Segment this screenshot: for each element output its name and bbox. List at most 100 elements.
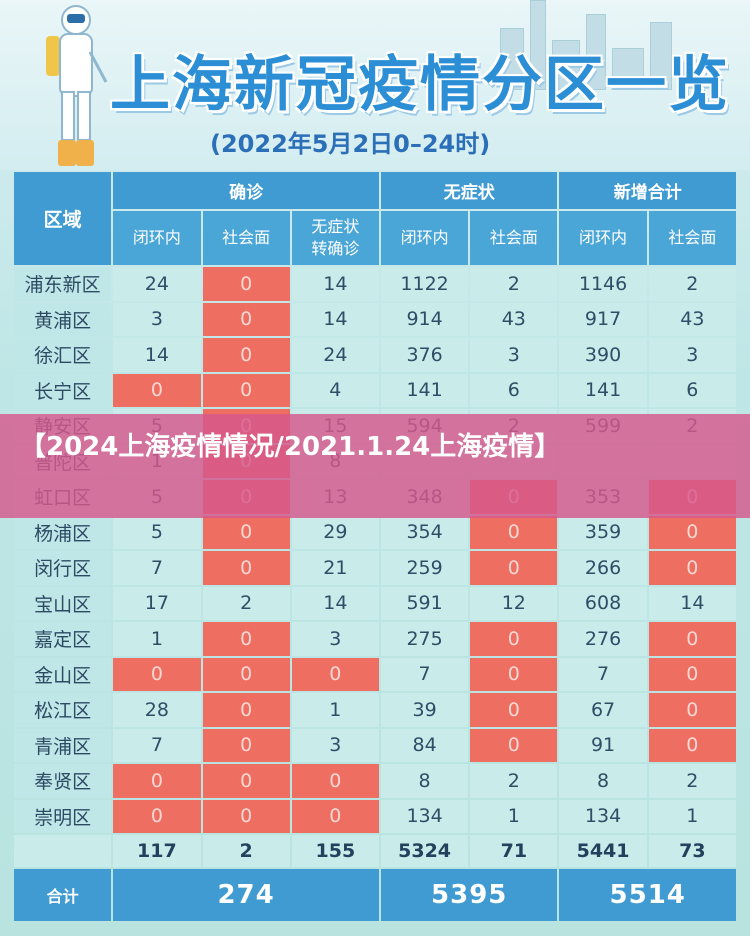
subtotal-cell: 2 <box>202 835 290 867</box>
value-cell: 0 <box>202 302 290 336</box>
value-cell: 0 <box>470 657 558 691</box>
subtotal-cell: 117 <box>113 835 201 867</box>
value-cell: 0 <box>113 799 201 833</box>
value-cell: 2 <box>470 267 558 301</box>
value-cell: 14 <box>291 586 379 620</box>
value-cell: 0 <box>202 267 290 301</box>
table-row: 浦东新区 24 0 14 1122 2 1146 2 <box>14 267 736 301</box>
value-cell: 0 <box>648 728 736 762</box>
value-cell: 608 <box>559 586 647 620</box>
district-name: 浦东新区 <box>14 267 112 301</box>
grand-total-value: 5395 <box>380 869 558 921</box>
value-cell: 14 <box>291 302 379 336</box>
value-cell: 1 <box>648 799 736 833</box>
subheader-cell: 无症状转确诊 <box>291 211 379 265</box>
value-cell: 2 <box>470 764 558 798</box>
value-cell: 8 <box>380 764 469 798</box>
value-cell: 0 <box>113 657 201 691</box>
subtotal-row: 117 2 155 5324 71 5441 73 <box>14 835 736 867</box>
district-name: 青浦区 <box>14 728 112 762</box>
value-cell: 0 <box>648 657 736 691</box>
value-cell: 0 <box>202 515 290 549</box>
value-cell: 141 <box>380 373 469 407</box>
value-cell: 39 <box>380 693 469 727</box>
value-cell: 0 <box>648 551 736 585</box>
value-cell: 0 <box>648 693 736 727</box>
value-cell: 1122 <box>380 267 469 301</box>
value-cell: 275 <box>380 622 469 656</box>
value-cell: 0 <box>291 764 379 798</box>
report-date: (2022年5月2日0–24时) <box>210 130 491 158</box>
value-cell: 7 <box>559 657 647 691</box>
table-row: 青浦区 7 0 3 84 0 91 0 <box>14 728 736 762</box>
subheader-cell: 闭环内 <box>559 211 647 265</box>
value-cell: 1 <box>291 693 379 727</box>
value-cell: 276 <box>559 622 647 656</box>
district-name: 黄浦区 <box>14 302 112 336</box>
district-name: 闵行区 <box>14 551 112 585</box>
subheader-cell: 闭环内 <box>380 211 469 265</box>
value-cell: 0 <box>202 657 290 691</box>
subtotal-cell: 5324 <box>380 835 469 867</box>
value-cell: 0 <box>113 373 201 407</box>
value-cell: 14 <box>113 338 201 372</box>
city-skyline-illustration <box>490 0 690 90</box>
value-cell: 2 <box>648 267 736 301</box>
value-cell: 0 <box>470 728 558 762</box>
medical-worker-illustration <box>46 5 108 166</box>
value-cell: 1 <box>470 799 558 833</box>
district-name: 宝山区 <box>14 586 112 620</box>
value-cell: 0 <box>202 551 290 585</box>
value-cell: 0 <box>291 657 379 691</box>
subtotal-cell: 71 <box>470 835 558 867</box>
district-name: 嘉定区 <box>14 622 112 656</box>
value-cell: 0 <box>202 338 290 372</box>
value-cell: 0 <box>202 693 290 727</box>
subtotal-label-cell <box>14 835 112 867</box>
subtotal-cell: 155 <box>291 835 379 867</box>
table-row: 宝山区 17 2 14 591 12 608 14 <box>14 586 736 620</box>
value-cell: 1 <box>113 622 201 656</box>
district-name: 奉贤区 <box>14 764 112 798</box>
value-cell: 354 <box>380 515 469 549</box>
value-cell: 3 <box>113 302 201 336</box>
value-cell: 0 <box>470 551 558 585</box>
group-header-new-total: 新增合计 <box>559 172 736 209</box>
value-cell: 1146 <box>559 267 647 301</box>
district-name: 徐汇区 <box>14 338 112 372</box>
value-cell: 12 <box>470 586 558 620</box>
value-cell: 84 <box>380 728 469 762</box>
value-cell: 266 <box>559 551 647 585</box>
table-row: 杨浦区 5 0 29 354 0 359 0 <box>14 515 736 549</box>
district-name: 松江区 <box>14 693 112 727</box>
table-row: 徐汇区 14 0 24 376 3 390 3 <box>14 338 736 372</box>
value-cell: 3 <box>291 728 379 762</box>
value-cell: 43 <box>648 302 736 336</box>
table-row: 崇明区 0 0 0 134 1 134 1 <box>14 799 736 833</box>
value-cell: 7 <box>113 551 201 585</box>
subtotal-cell: 5441 <box>559 835 647 867</box>
value-cell: 3 <box>648 338 736 372</box>
district-name: 长宁区 <box>14 373 112 407</box>
value-cell: 2 <box>648 764 736 798</box>
value-cell: 591 <box>380 586 469 620</box>
value-cell: 2 <box>202 586 290 620</box>
grand-total-row: 合计 274 5395 5514 <box>14 869 736 921</box>
value-cell: 67 <box>559 693 647 727</box>
value-cell: 6 <box>470 373 558 407</box>
value-cell: 91 <box>559 728 647 762</box>
district-name: 崇明区 <box>14 799 112 833</box>
value-cell: 29 <box>291 515 379 549</box>
value-cell: 43 <box>470 302 558 336</box>
table-row: 奉贤区 0 0 0 8 2 8 2 <box>14 764 736 798</box>
value-cell: 390 <box>559 338 647 372</box>
value-cell: 259 <box>380 551 469 585</box>
value-cell: 134 <box>559 799 647 833</box>
value-cell: 24 <box>291 338 379 372</box>
value-cell: 24 <box>113 267 201 301</box>
value-cell: 0 <box>202 728 290 762</box>
subtotal-cell: 73 <box>648 835 736 867</box>
subheader-cell: 社会面 <box>470 211 558 265</box>
value-cell: 21 <box>291 551 379 585</box>
value-cell: 14 <box>291 267 379 301</box>
